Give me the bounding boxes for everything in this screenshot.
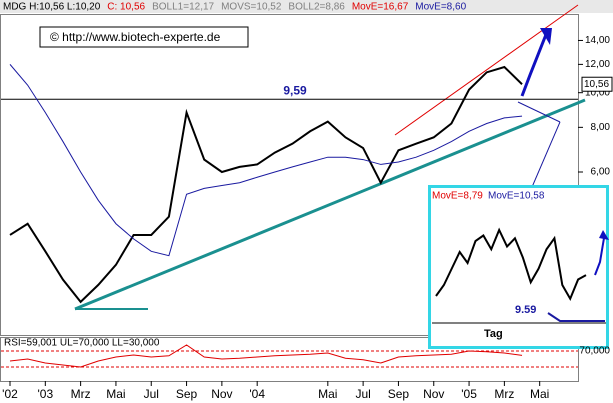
series-line — [9, 64, 523, 257]
rsi-plot: 70,000 — [1, 344, 610, 368]
inset-plot — [435, 227, 587, 302]
rsi-label: RSI=59,001 UL=70,000 LL=30,000 — [4, 338, 160, 349]
y-tick-label: 6,00 — [591, 167, 611, 178]
x-tick-label: Mrz — [494, 387, 514, 401]
inset-arrow — [594, 237, 605, 276]
x-tick-label: Mrz — [71, 387, 91, 401]
rsi-frame — [0, 337, 579, 382]
resistance-label: 9,59 — [283, 83, 307, 97]
watermark-box — [39, 26, 249, 48]
x-tick-label: Jul — [355, 387, 370, 401]
watermark: © http://www.biotech-experte.de — [50, 30, 221, 44]
inset-line — [435, 227, 587, 302]
x-tick-label: Sep — [176, 387, 198, 401]
x-tick-label: Mai — [530, 387, 549, 401]
price-tag-label: 10,56 — [584, 79, 609, 90]
header-item: MovE=8,60 — [415, 2, 466, 13]
x-tick-label: '05 — [461, 387, 477, 401]
header-item: C: 10,56 — [107, 2, 145, 13]
x-tick-label: Sep — [388, 387, 410, 401]
inset-period: Tag — [484, 328, 503, 340]
trend-line — [74, 98, 586, 311]
header: MDG H:10,56 L:10,20 C: 10,56 BOLL1=12,17 MO… — [3, 2, 467, 13]
x-tick-label: Nov — [211, 387, 232, 401]
y-tick-label: 12,00 — [585, 59, 610, 70]
arrow — [520, 31, 549, 97]
header-bar — [0, 0, 613, 13]
header-item: BOLL1=12,17 — [152, 2, 214, 13]
inset-level-line — [547, 312, 605, 322]
x-tick-label: Jul — [144, 387, 159, 401]
plot-frame — [0, 14, 579, 336]
series-line — [9, 65, 523, 304]
header-item: MOVS=10,52 — [221, 2, 282, 13]
header-item: BOLL2=8,86 — [288, 2, 345, 13]
channel-line — [394, 4, 579, 136]
inset-label: MovE=8,79 — [432, 191, 483, 202]
x-tick-label: '03 — [37, 387, 53, 401]
connector — [517, 101, 561, 123]
inset-level: 9.59 — [515, 304, 536, 316]
y-tick-label: 10,00 — [585, 87, 610, 98]
x-tick-label: '02 — [2, 387, 18, 401]
header-item: MDG H:10,56 L:10,20 — [3, 2, 101, 13]
price-tag — [581, 76, 613, 92]
x-tick-label: '04 — [249, 387, 265, 401]
main-plot: 14,00 12,00 10,00 8,00 6,00 '02 '03 Mrz Mai Jul Se… — [1, 35, 613, 401]
inset-arrowhead — [599, 230, 609, 240]
x-tick-label: Mai — [318, 387, 337, 401]
y-tick-label: 14,00 — [585, 35, 610, 46]
inset-label: MovE=10,58 — [488, 191, 545, 202]
arrowhead — [540, 28, 552, 45]
x-tick-label: Mai — [106, 387, 125, 401]
x-tick-label: Nov — [423, 387, 444, 401]
rsi-line — [9, 344, 523, 368]
rsi-tick-label: 70,000 — [579, 346, 610, 357]
header-item: MovE=16,67 — [352, 2, 409, 13]
y-tick-label: 8,00 — [591, 122, 611, 133]
